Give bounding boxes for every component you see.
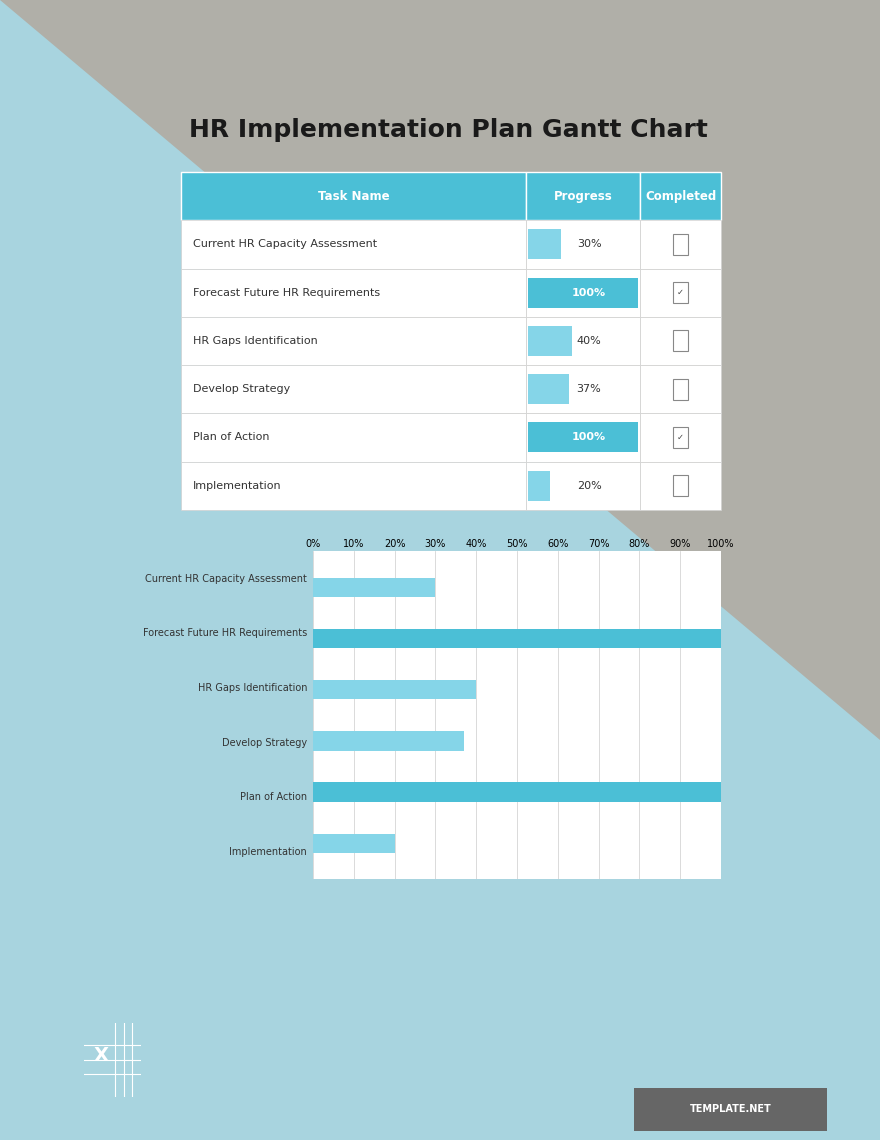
Text: Develop Strategy: Develop Strategy	[193, 384, 290, 394]
Bar	[181, 269, 526, 317]
Bar	[673, 234, 688, 254]
Text: Forecast Future HR Requirements: Forecast Future HR Requirements	[193, 287, 380, 298]
Bar	[181, 365, 526, 414]
Bar	[526, 462, 640, 510]
Bar	[673, 475, 688, 496]
Bar	[313, 629, 721, 649]
Bar	[640, 365, 721, 414]
Text: HR Gaps Identification: HR Gaps Identification	[193, 336, 318, 345]
Bar	[181, 317, 526, 365]
Bar	[526, 414, 640, 462]
Bar	[673, 378, 688, 399]
Bar	[640, 269, 721, 317]
Bar	[528, 471, 550, 500]
Bar	[313, 578, 436, 597]
Text: Implementation: Implementation	[230, 847, 307, 857]
Bar	[313, 833, 394, 853]
Bar	[640, 172, 721, 220]
Text: Current HR Capacity Assessment: Current HR Capacity Assessment	[145, 573, 307, 584]
Text: 40%: 40%	[576, 336, 601, 345]
Text: HR Implementation Plan Gantt Chart: HR Implementation Plan Gantt Chart	[188, 119, 708, 142]
Bar	[528, 229, 561, 259]
Text: Implementation: Implementation	[193, 481, 282, 490]
Bar	[528, 326, 572, 356]
Bar	[526, 269, 640, 317]
Bar	[313, 782, 721, 801]
Bar	[640, 462, 721, 510]
Bar	[313, 731, 464, 750]
Text: Task Name: Task Name	[318, 189, 389, 203]
Bar	[526, 317, 640, 365]
Bar	[528, 278, 638, 308]
Bar	[640, 220, 721, 269]
Bar	[526, 172, 640, 220]
Text: TEMPLATE.NET: TEMPLATE.NET	[690, 1105, 771, 1114]
Bar	[526, 365, 640, 414]
Text: Develop Strategy: Develop Strategy	[222, 738, 307, 748]
Text: Plan of Action: Plan of Action	[240, 792, 307, 803]
Text: ✓: ✓	[677, 288, 684, 298]
Text: 37%: 37%	[576, 384, 601, 394]
Bar	[526, 220, 640, 269]
Text: HR Gaps Identification: HR Gaps Identification	[197, 683, 307, 693]
Bar	[181, 172, 526, 220]
Bar	[528, 423, 638, 453]
Text: X: X	[93, 1047, 108, 1066]
Bar	[313, 679, 476, 700]
Text: 20%: 20%	[576, 481, 601, 490]
Text: Completed: Completed	[645, 189, 716, 203]
Bar	[181, 414, 526, 462]
Bar	[528, 374, 568, 404]
Text: Progress: Progress	[554, 189, 612, 203]
Bar	[673, 428, 688, 448]
Text: 30%: 30%	[576, 239, 601, 250]
Bar	[640, 317, 721, 365]
Text: 100%: 100%	[572, 287, 606, 298]
Bar	[181, 220, 526, 269]
Text: Forecast Future HR Requirements: Forecast Future HR Requirements	[143, 628, 307, 638]
FancyBboxPatch shape	[624, 1085, 837, 1133]
Text: Plan of Action: Plan of Action	[193, 432, 269, 442]
Text: Current HR Capacity Assessment: Current HR Capacity Assessment	[193, 239, 378, 250]
Text: ✓: ✓	[677, 433, 684, 442]
Bar	[673, 283, 688, 303]
Bar	[673, 331, 688, 351]
Polygon shape	[0, 0, 880, 740]
Bar	[640, 414, 721, 462]
Bar	[181, 462, 526, 510]
Text: 100%: 100%	[572, 432, 606, 442]
